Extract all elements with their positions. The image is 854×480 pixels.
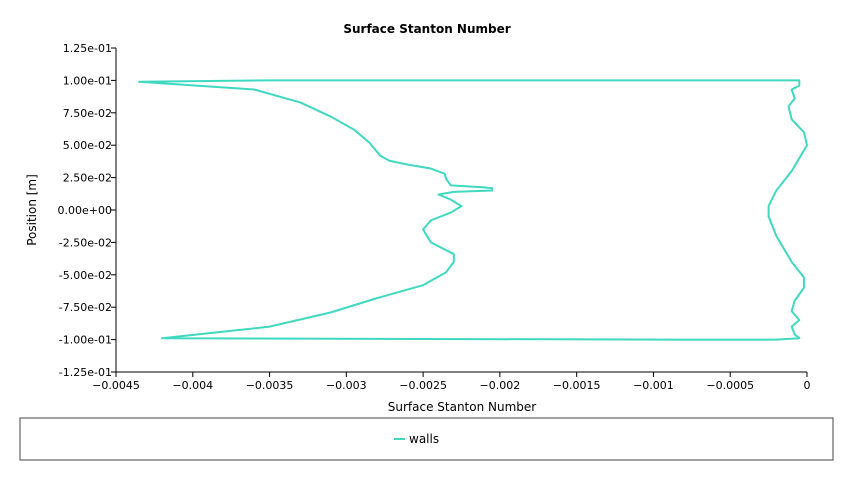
x-axis-label: Surface Stanton Number <box>388 400 537 414</box>
y-tick-label: 1.00e-01 <box>63 74 112 87</box>
x-tick-label: −0.001 <box>633 379 674 392</box>
y-tick-label: 0.00e+00 <box>58 204 112 217</box>
y-tick-label: -7.50e-02 <box>59 301 112 314</box>
y-tick-label: 5.00e-02 <box>63 139 112 152</box>
series-group <box>138 79 808 341</box>
x-tick-label: −0.004 <box>172 379 213 392</box>
y-axis-label: Position [m] <box>25 174 39 246</box>
y-tick-label: -1.00e-01 <box>59 334 112 347</box>
x-tick-label: −0.0005 <box>706 379 754 392</box>
x-tick-label: −0.003 <box>326 379 367 392</box>
y-ticks: 1.25e-01 1.00e-01 7.50e-02 5.00e-02 2.50e-02… <box>58 42 116 379</box>
legend: walls <box>19 417 834 461</box>
x-tick-label: −0.0035 <box>246 379 294 392</box>
y-tick-label: 1.25e-01 <box>63 42 112 55</box>
y-tick-label: 2.50e-02 <box>63 172 112 185</box>
x-tick-label: −0.0015 <box>553 379 601 392</box>
y-tick-label: -1.25e-01 <box>59 366 112 379</box>
legend-frame <box>19 417 834 461</box>
plot-area: −0.0045 −0.004 −0.0035 −0.003 −0.0025 −0.002 −… <box>58 42 811 392</box>
series-line-walls <box>138 79 808 341</box>
y-tick-label: 7.50e-02 <box>63 107 112 120</box>
x-tick-label: −0.0025 <box>399 379 447 392</box>
x-tick-label: −0.0045 <box>92 379 140 392</box>
x-tick-label: 0 <box>804 379 811 392</box>
chart-title: Surface Stanton Number <box>343 22 510 36</box>
y-tick-label: -2.50e-02 <box>59 236 112 249</box>
x-tick-label: −0.002 <box>480 379 521 392</box>
legend-label-walls: walls <box>409 432 439 446</box>
y-tick-label: -5.00e-02 <box>59 269 112 282</box>
x-ticks: −0.0045 −0.004 −0.0035 −0.003 −0.0025 −0.002 −… <box>92 372 811 392</box>
